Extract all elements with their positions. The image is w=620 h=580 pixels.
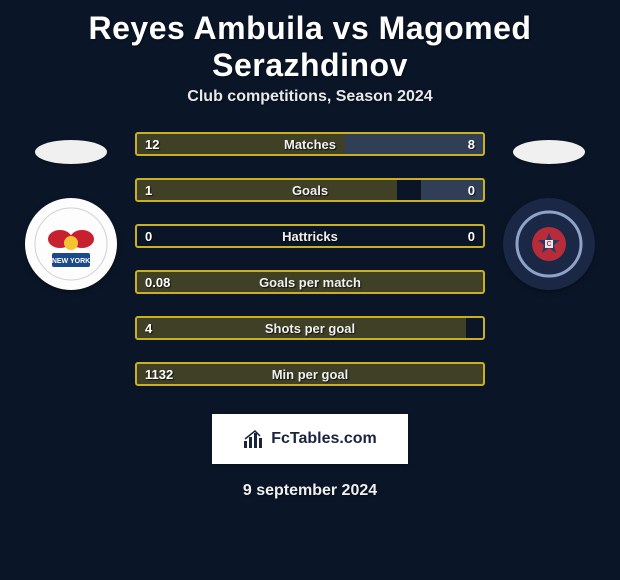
stat-value-left: 12: [145, 137, 159, 152]
stats-block: 12 Matches 8 1 Goals 0 0 Hattricks 0 0.08 Goals pe…: [135, 132, 485, 386]
stat-label: Goals: [292, 183, 328, 198]
stat-row: 0 Hattricks 0: [135, 224, 485, 248]
right-player-side: C: [499, 134, 599, 290]
stat-label: Min per goal: [272, 367, 349, 382]
svg-text:C: C: [546, 241, 551, 248]
stat-row: 12 Matches 8: [135, 132, 485, 156]
stat-fill-right: [345, 134, 483, 154]
left-team-badge: NEW YORK: [25, 198, 117, 290]
brand-chart-icon: [243, 429, 265, 449]
svg-text:NEW YORK: NEW YORK: [52, 258, 90, 265]
page-title: Reyes Ambuila vs Magomed Serazhdinov: [20, 10, 600, 84]
stat-value-left: 1: [145, 183, 152, 198]
stat-value-left: 0: [145, 229, 152, 244]
redbull-badge-icon: NEW YORK: [34, 207, 108, 281]
stat-value-left: 0.08: [145, 275, 170, 290]
stat-row: 0.08 Goals per match: [135, 270, 485, 294]
chicago-fire-badge-icon: C: [512, 207, 586, 281]
stat-value-right: 0: [468, 183, 475, 198]
stat-value-left: 1132: [145, 367, 173, 382]
stat-label: Goals per match: [259, 275, 361, 290]
brand-attribution[interactable]: FcTables.com: [212, 414, 408, 464]
left-flag-icon: [35, 140, 107, 164]
snapshot-date: 9 september 2024: [20, 482, 600, 500]
right-team-badge: C: [503, 198, 595, 290]
brand-label: FcTables.com: [271, 430, 377, 448]
stat-value-left: 4: [145, 321, 152, 336]
stat-label: Hattricks: [282, 229, 338, 244]
stat-row: 4 Shots per goal: [135, 316, 485, 340]
left-player-side: NEW YORK: [21, 134, 121, 290]
stat-label: Shots per goal: [265, 321, 355, 336]
main-content: NEW YORK 12 Matches 8 1 Goals 0 0 Hattricks 0 0.0…: [20, 134, 600, 386]
stat-row: 1 Goals 0: [135, 178, 485, 202]
stat-fill-left: [137, 180, 397, 200]
stat-label: Matches: [284, 137, 336, 152]
stat-value-right: 8: [468, 137, 475, 152]
stat-value-right: 0: [468, 229, 475, 244]
subtitle: Club competitions, Season 2024: [20, 88, 600, 106]
right-flag-icon: [513, 140, 585, 164]
comparison-card: Reyes Ambuila vs Magomed Serazhdinov Clu…: [0, 0, 620, 508]
stat-row: 1132 Min per goal: [135, 362, 485, 386]
